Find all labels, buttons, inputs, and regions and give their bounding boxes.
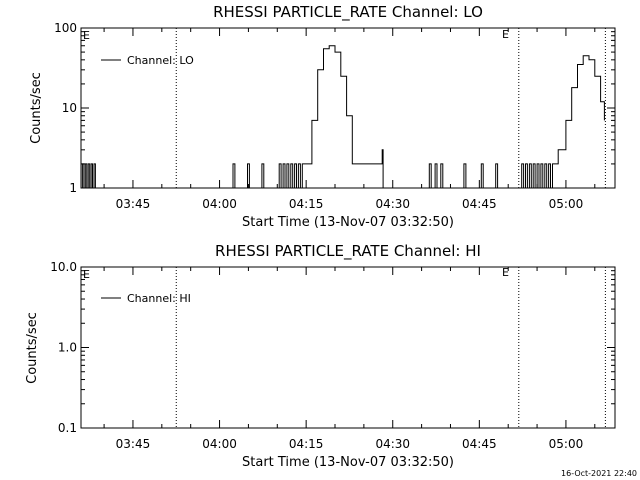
x-tick-label: 05:00 (549, 197, 584, 211)
panel-hi: RHESSI PARTICLE_RATE Channel: HI Start T… (25, 242, 616, 470)
series-line-lo (81, 45, 605, 189)
x-tick-label: 04:30 (375, 197, 410, 211)
x-tick-label: 04:45 (462, 437, 497, 451)
chart-title-lo: RHESSI PARTICLE_RATE Channel: LO (213, 3, 483, 22)
x-tick-label: 04:15 (289, 197, 324, 211)
y-tick-label: 1 (69, 181, 77, 195)
timestamp-label: 16-Oct-2021 22:40 (561, 469, 637, 478)
x-tick-label: 03:45 (116, 197, 151, 211)
corner-e-label-lo: E (83, 29, 90, 42)
x-tick-label: 03:45 (116, 437, 151, 451)
panel-lo: RHESSI PARTICLE_RATE Channel: LO Start T… (29, 3, 616, 230)
x-tick-label: 04:30 (375, 437, 410, 451)
y-tick-label: 1.0 (58, 341, 77, 355)
legend-label-hi: Channel: HI (127, 292, 191, 305)
chart-title-hi: RHESSI PARTICLE_RATE Channel: HI (215, 242, 481, 261)
x-tick-label: 04:45 (462, 197, 497, 211)
x-tick-label: 04:15 (289, 437, 324, 451)
x-axis-label-lo: Start Time (13-Nov-07 03:32:50) (242, 215, 454, 230)
y-tick-label: 10.0 (50, 260, 77, 274)
x-tick-label: 04:00 (202, 197, 237, 211)
event-e-label-hi: E (502, 266, 509, 279)
y-tick-label: 100 (54, 21, 77, 35)
x-axis-label-hi: Start Time (13-Nov-07 03:32:50) (242, 455, 454, 470)
y-axis-label-hi: Counts/sec (25, 312, 40, 384)
y-tick-label: 0.1 (58, 421, 77, 435)
x-tick-label: 04:00 (202, 437, 237, 451)
corner-e-label-hi: E (83, 268, 90, 281)
y-tick-label: 10 (62, 101, 77, 115)
legend-label-lo: Channel: LO (127, 54, 194, 67)
event-e-label-lo: E (502, 28, 509, 41)
x-tick-label: 05:00 (549, 437, 584, 451)
y-axis-label-lo: Counts/sec (29, 72, 44, 144)
